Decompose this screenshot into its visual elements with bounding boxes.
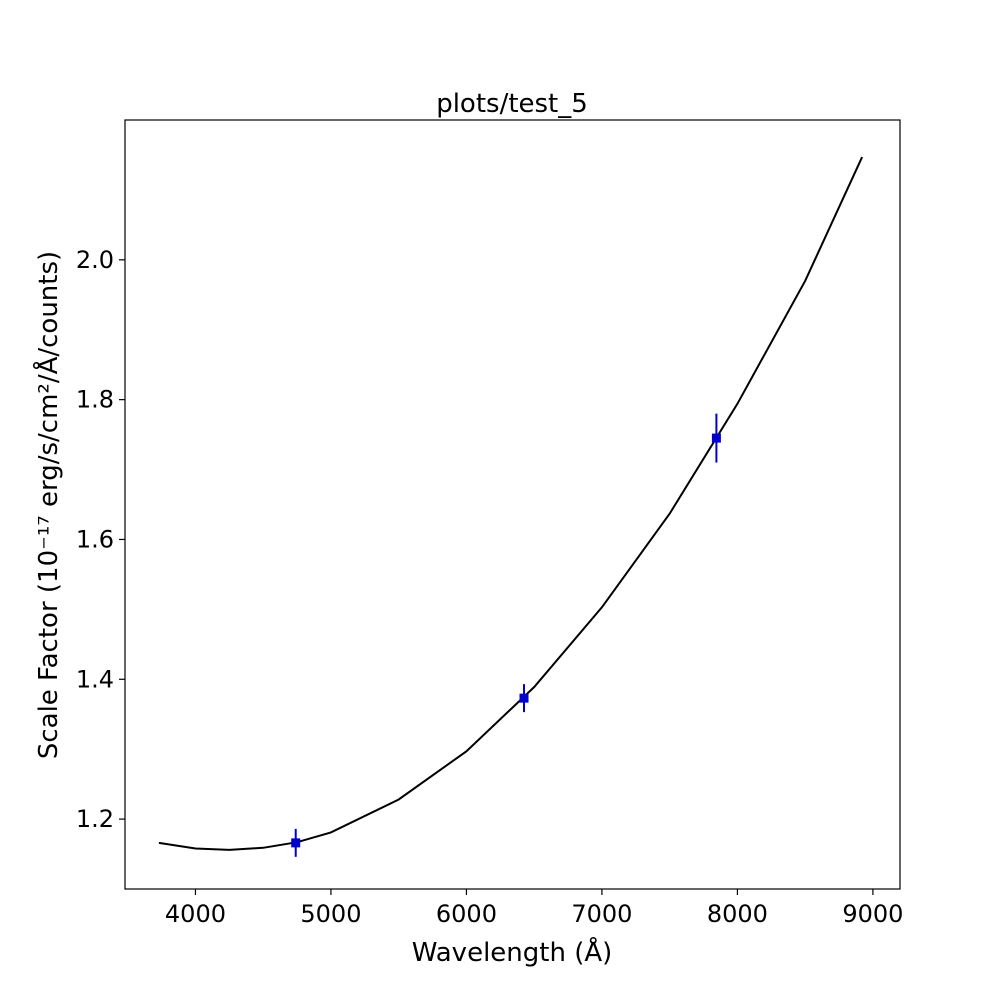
y-tick-label: 1.6	[76, 525, 114, 553]
x-tick-label: 8000	[707, 900, 768, 928]
x-tick-label: 9000	[842, 900, 903, 928]
x-tick-label: 6000	[436, 900, 497, 928]
data-point	[519, 693, 529, 703]
x-tick-label: 5000	[300, 900, 361, 928]
y-tick-label: 1.8	[76, 386, 114, 414]
y-tick-label: 2.0	[76, 246, 114, 274]
x-axis-label: Wavelength (Å)	[412, 936, 613, 968]
chart-title: plots/test_5	[436, 89, 588, 119]
x-tick-label: 7000	[571, 900, 632, 928]
x-tick-label: 4000	[165, 900, 226, 928]
y-tick-label: 1.2	[76, 805, 114, 833]
plot-frame	[124, 119, 901, 890]
data-point	[711, 433, 721, 443]
y-tick-label: 1.4	[76, 665, 114, 693]
fit-curve	[158, 156, 864, 851]
data-point	[291, 838, 301, 848]
y-axis-label: Scale Factor (10⁻¹⁷ erg/s/cm²/Å/counts)	[32, 251, 64, 759]
